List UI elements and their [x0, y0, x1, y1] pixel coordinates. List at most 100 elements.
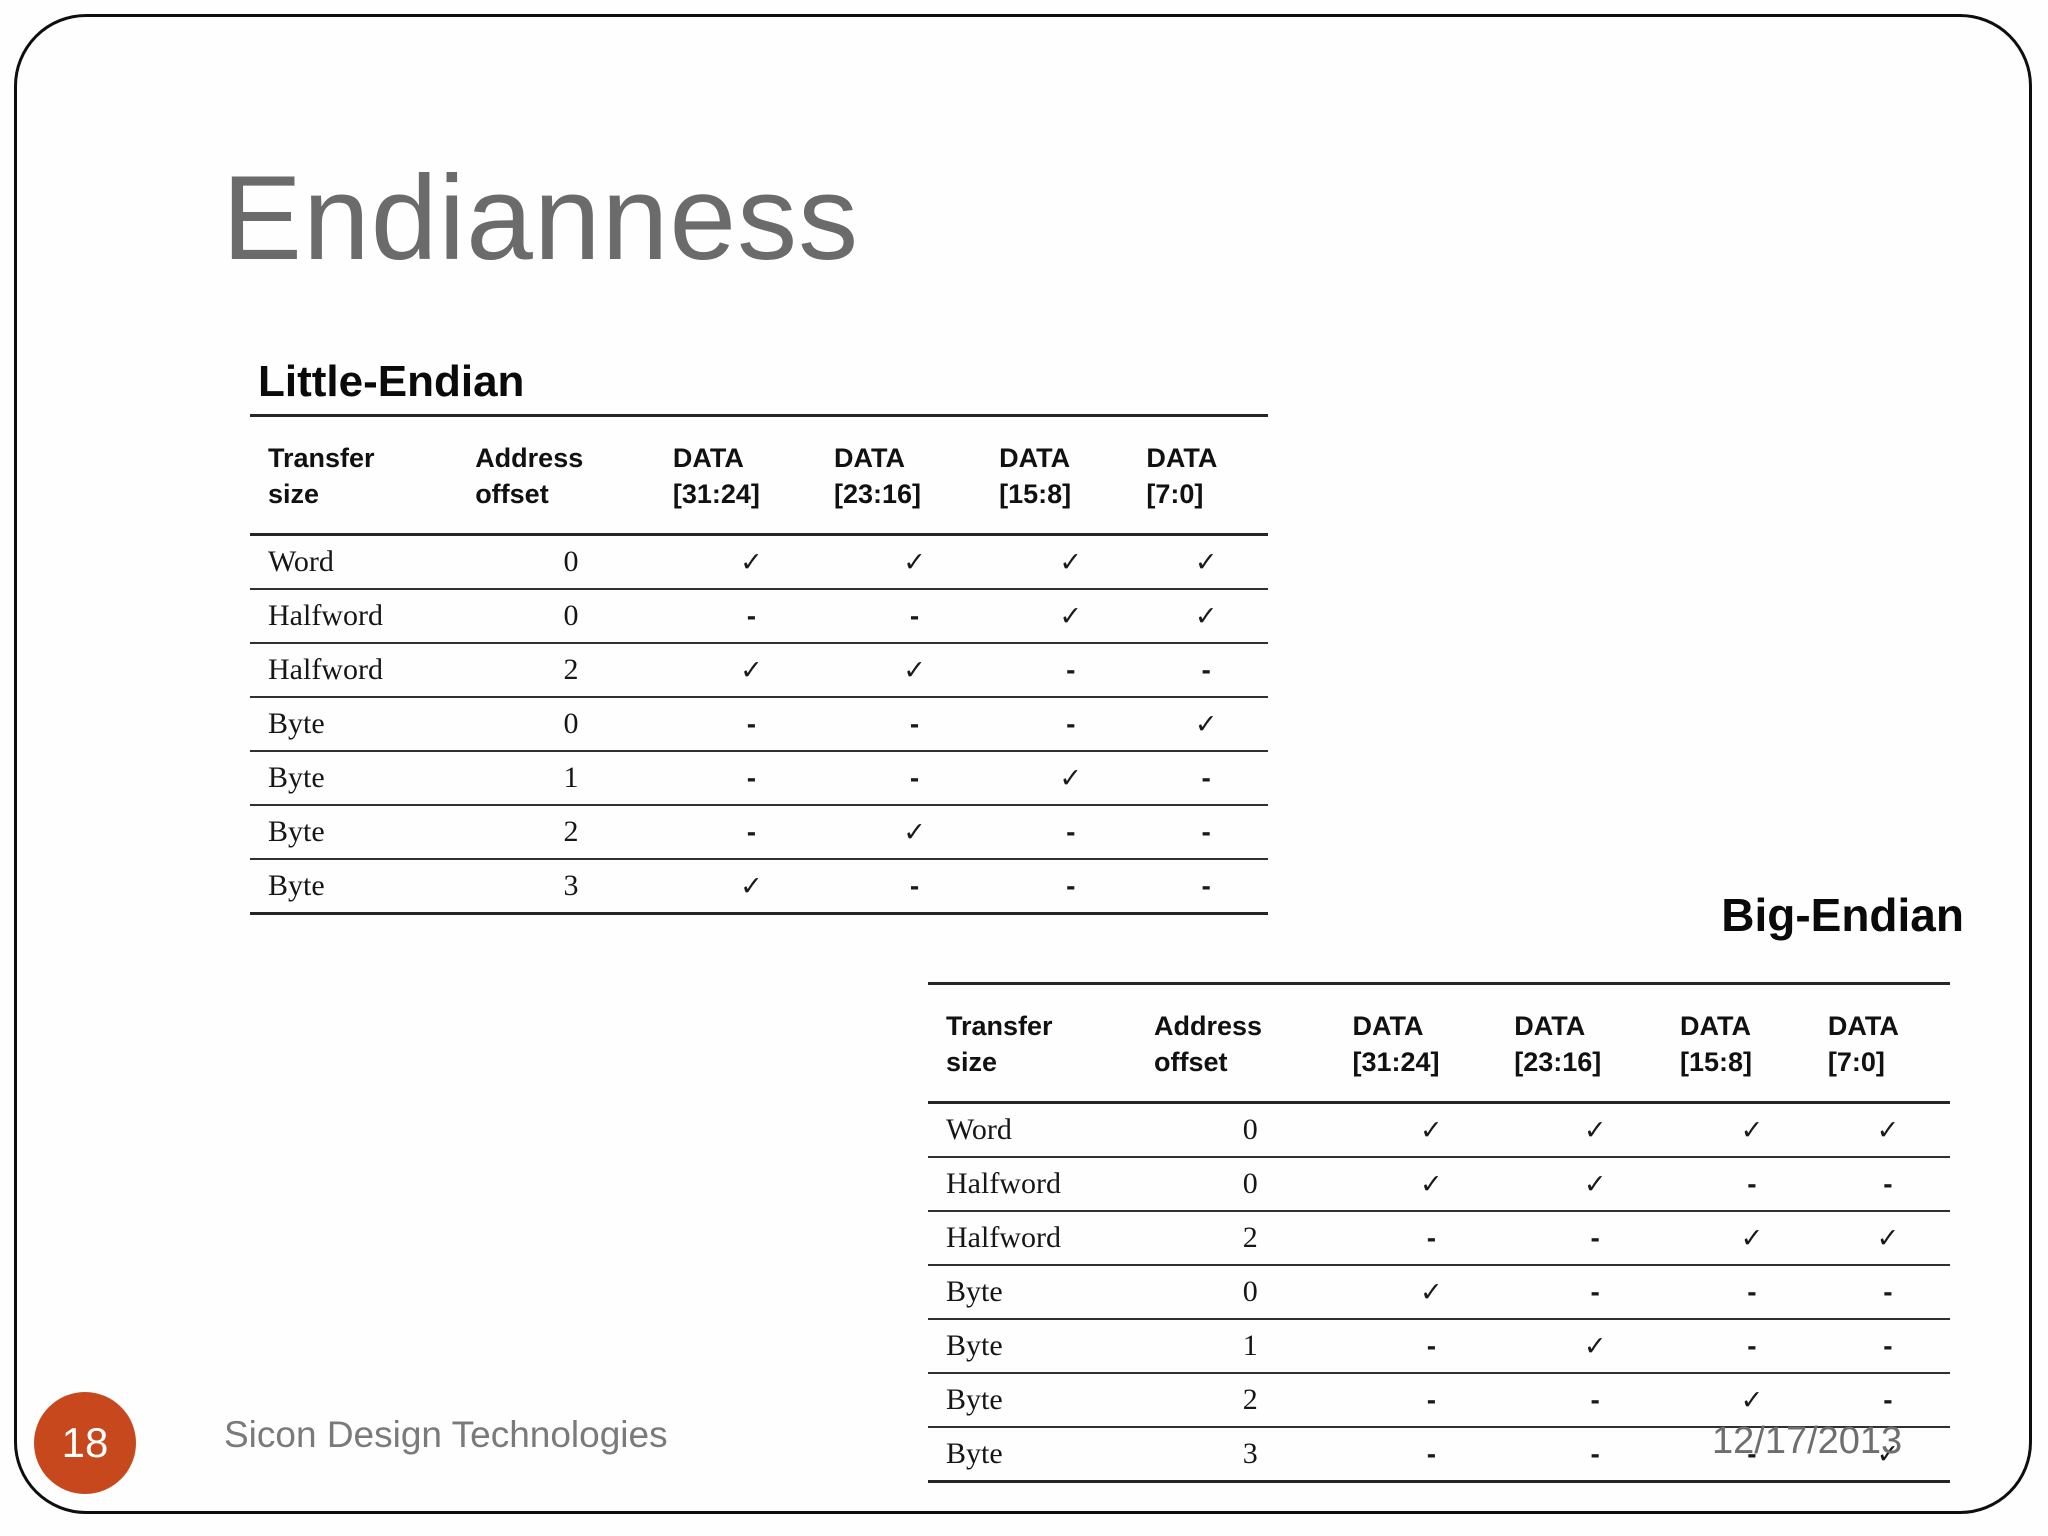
table-cell: 0	[1150, 1157, 1351, 1212]
table-cell: -	[1350, 1211, 1513, 1266]
table-cell: ✓	[670, 534, 832, 590]
table-cell: ✓	[997, 534, 1145, 590]
column-header-line: [15:8]	[999, 479, 1072, 509]
table-cell: 1	[1150, 1319, 1351, 1374]
check-icon: ✓	[1740, 1223, 1764, 1254]
cell-text: 0	[563, 707, 579, 740]
table-cell: ✓	[1350, 1265, 1513, 1320]
cell-text: 2	[1242, 1221, 1258, 1254]
dash-mark: -	[1747, 1276, 1757, 1307]
cell-text: 1	[563, 761, 579, 794]
column-header-line: Address	[475, 443, 584, 473]
table-cell: 0	[471, 697, 671, 752]
dash-mark: -	[746, 708, 757, 739]
cell-text: Byte	[946, 1275, 1003, 1308]
table-cell: -	[1512, 1211, 1679, 1266]
dash-mark: -	[1066, 654, 1076, 685]
check-icon: ✓	[903, 547, 926, 578]
table-cell: -	[997, 859, 1145, 915]
cell-text: 0	[563, 599, 579, 632]
table-row: Byte 2 - ✓ - -	[250, 805, 1268, 860]
table-cell: ✓	[670, 859, 832, 915]
table-cell: -	[1512, 1265, 1679, 1320]
dash-mark: -	[1590, 1222, 1600, 1253]
dash-mark: -	[1201, 816, 1211, 847]
check-icon: ✓	[740, 871, 763, 902]
check-icon: ✓	[1740, 1115, 1764, 1146]
column-header-line: DATA	[1680, 1011, 1751, 1041]
table-cell: ✓	[1678, 1373, 1826, 1428]
column-header: DATA [23:16]	[832, 415, 998, 536]
table-cell: -	[832, 697, 998, 752]
dash-mark: -	[1747, 1330, 1757, 1361]
table-row: Byte 0 ✓ - - -	[928, 1265, 1950, 1320]
column-header-line: offset	[475, 479, 549, 509]
column-header-line: DATA	[1827, 1011, 1899, 1041]
column-header-line: [23:16]	[1514, 1047, 1602, 1077]
dash-mark: -	[909, 600, 920, 631]
table-cell: 2	[1150, 1211, 1351, 1266]
check-icon: ✓	[1740, 1385, 1764, 1416]
table-cell: -	[670, 697, 832, 752]
table-cell: ✓	[1678, 1102, 1826, 1158]
table-cell: Byte	[928, 1427, 1151, 1483]
cell-text: 1	[1242, 1329, 1258, 1362]
table-row: Byte 2 - - ✓ -	[928, 1373, 1950, 1428]
table-row: Word 0 ✓ ✓ ✓ ✓	[250, 534, 1268, 590]
big-endian-data-table: Transfer size Address offset DATA [31:24] DATA…	[928, 982, 1950, 1483]
table-cell: ✓	[1350, 1102, 1513, 1158]
table-row: Byte 1 - ✓ - -	[928, 1319, 1950, 1374]
slide-border-frame	[14, 14, 2032, 1514]
big-endian-table: Transfer size Address offset DATA [31:24] DATA…	[928, 982, 1950, 1483]
big-endian-heading: Big-Endian	[1721, 889, 1964, 941]
column-header: DATA [15:8]	[997, 415, 1145, 536]
table-cell: ✓	[1512, 1157, 1679, 1212]
little-endian-data-table: Transfer size Address offset DATA [31:24] DATA…	[250, 414, 1268, 915]
cell-text: Word	[268, 545, 334, 578]
table-cell: -	[832, 589, 998, 644]
table-cell: -	[1825, 1319, 1950, 1374]
check-icon: ✓	[1194, 547, 1218, 578]
check-icon: ✓	[1583, 1331, 1607, 1362]
dash-mark: -	[1590, 1384, 1600, 1415]
cell-text: 3	[1242, 1437, 1258, 1470]
column-header: Address offset	[471, 415, 671, 536]
table-cell: ✓	[1825, 1102, 1950, 1158]
dash-mark: -	[1883, 1168, 1893, 1199]
table-cell: -	[1825, 1373, 1950, 1428]
check-icon: ✓	[1420, 1115, 1443, 1146]
table-cell: ✓	[832, 643, 998, 698]
cell-text: Byte	[946, 1329, 1003, 1362]
table-cell: -	[997, 697, 1145, 752]
table-cell: ✓	[832, 534, 998, 590]
table-cell: -	[1144, 859, 1268, 915]
column-header-line: DATA	[672, 443, 744, 473]
table-cell: ✓	[997, 751, 1145, 806]
table-cell: -	[1678, 1319, 1826, 1374]
cell-text: 0	[1242, 1113, 1258, 1146]
table-cell: Word	[928, 1102, 1151, 1158]
table-cell: -	[1350, 1427, 1513, 1483]
table-row: Halfword 0 ✓ ✓ - -	[928, 1157, 1950, 1212]
table-cell: 3	[1150, 1427, 1351, 1483]
dash-mark: -	[746, 762, 757, 793]
table-cell: Halfword	[928, 1211, 1151, 1266]
cell-text: 0	[1242, 1275, 1258, 1308]
cell-text: Halfword	[946, 1221, 1061, 1254]
cell-text: 3	[563, 869, 579, 902]
table-cell: -	[670, 589, 832, 644]
column-header-line: DATA	[834, 443, 905, 473]
dash-mark: -	[909, 870, 920, 901]
table-cell: Byte	[250, 859, 472, 915]
column-header-line: Address	[1154, 1011, 1263, 1041]
table-cell: Byte	[928, 1265, 1151, 1320]
column-header: Transfer size	[928, 983, 1151, 1104]
column-header-line: Transfer	[946, 1011, 1053, 1041]
table-cell: -	[1350, 1373, 1513, 1428]
dash-mark: -	[1883, 1384, 1893, 1415]
dash-mark: -	[1426, 1222, 1437, 1253]
column-header-line: DATA	[1514, 1011, 1586, 1041]
table-cell: -	[670, 805, 832, 860]
table-cell: -	[1350, 1319, 1513, 1374]
table-cell: Halfword	[250, 589, 472, 644]
